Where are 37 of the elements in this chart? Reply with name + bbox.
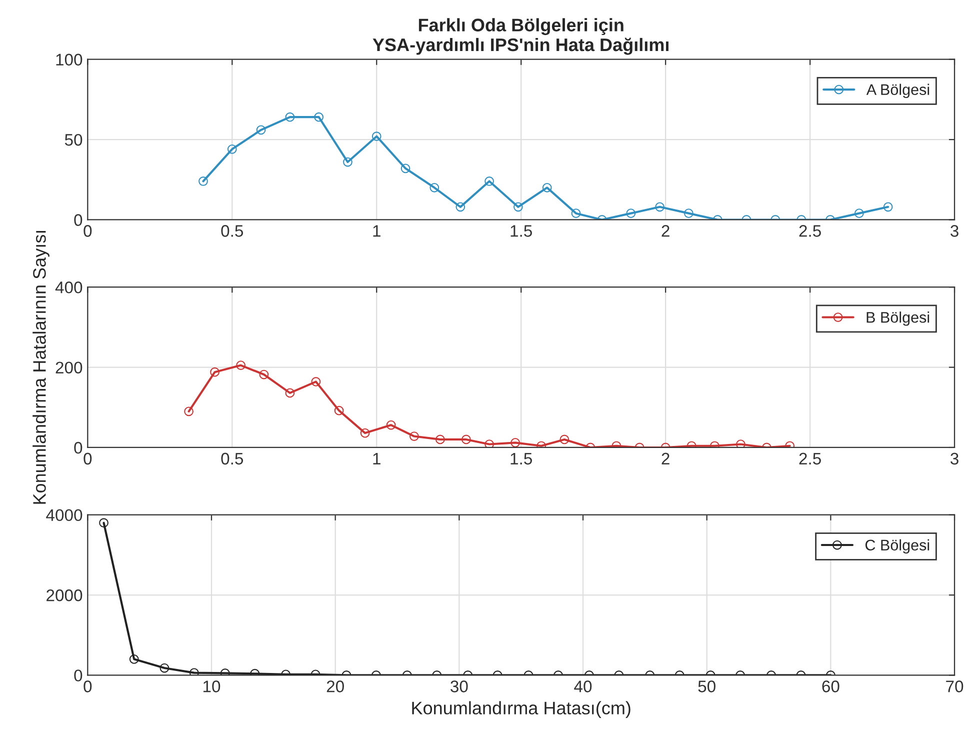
y-tick-label: 4000: [46, 509, 82, 522]
x-tick-label: 1: [373, 225, 380, 237]
y-tick-label: 0: [74, 670, 82, 682]
x-tick-label: 40: [574, 680, 592, 692]
legend-label: C Bölgesi: [865, 539, 930, 554]
y-tick-label: 100: [56, 54, 82, 66]
y-tick-label: 50: [64, 134, 82, 146]
y-tick-label: 0: [74, 214, 82, 226]
x-tick-label: 0: [84, 680, 92, 692]
x-tick-label: 70: [946, 680, 964, 692]
x-tick-label: 3: [950, 225, 958, 237]
x-tick-label: 10: [204, 680, 220, 692]
legend-label: A Bölgesi: [866, 84, 930, 98]
x-tick-label: 50: [698, 680, 716, 692]
y-axis-title: Konumlandırma Hatalarının Sayısı: [32, 231, 50, 504]
y-tick-label: 200: [56, 362, 82, 374]
x-tick-label: 2: [662, 452, 670, 464]
y-tick-label: 400: [55, 282, 82, 294]
x-tick-label: 1.5: [510, 452, 532, 465]
x-tick-label: 20: [326, 680, 344, 692]
x-tick-label: 1: [373, 452, 380, 464]
x-tick-label: 0: [84, 225, 92, 237]
y-tick-label: 0: [74, 442, 82, 454]
x-tick-label: 0: [84, 452, 92, 465]
x-tick-label: 0.5: [221, 452, 244, 465]
x-tick-label: 2: [662, 225, 670, 237]
x-tick-label: 0.5: [221, 225, 244, 237]
x-tick-label: 30: [450, 680, 468, 692]
x-tick-label: 1.5: [510, 225, 532, 237]
x-tick-label: 60: [822, 680, 840, 692]
x-tick-label: 2.5: [799, 452, 821, 465]
x-tick-label: 3: [950, 452, 958, 465]
x-axis-title: Konumlandırma Hatası(cm): [412, 701, 630, 718]
x-tick-label: 2.5: [799, 225, 821, 237]
y-tick-label: 2000: [46, 589, 82, 602]
chart-title: Farklı Oda Bölgeleri için YSA-yardımlı IPS'nin Hata Dağılımı: [372, 18, 668, 55]
legend-label: B Bölgesi: [866, 312, 930, 326]
